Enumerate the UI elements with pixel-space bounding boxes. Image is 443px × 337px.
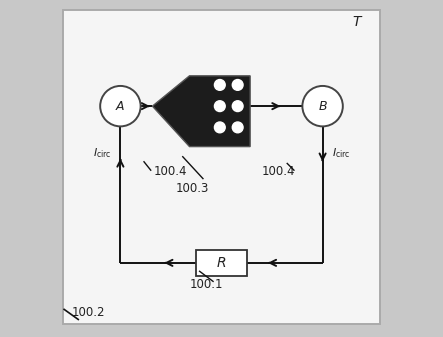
FancyBboxPatch shape (196, 250, 247, 276)
Text: 100.4: 100.4 (262, 165, 295, 178)
Text: R: R (217, 256, 226, 270)
Circle shape (100, 86, 140, 126)
Text: 100.3: 100.3 (176, 182, 210, 195)
Circle shape (214, 122, 225, 133)
Text: B: B (318, 100, 327, 113)
Text: $I_\mathrm{circ}$: $I_\mathrm{circ}$ (93, 147, 111, 160)
Circle shape (214, 80, 225, 90)
Circle shape (303, 86, 343, 126)
Text: 100.2: 100.2 (72, 306, 105, 319)
Text: 100.4: 100.4 (154, 165, 187, 178)
Polygon shape (152, 76, 250, 147)
Text: 100.1: 100.1 (190, 278, 223, 291)
FancyBboxPatch shape (63, 10, 380, 324)
Circle shape (232, 80, 243, 90)
Text: $I_\mathrm{circ}$: $I_\mathrm{circ}$ (332, 147, 350, 160)
Circle shape (214, 101, 225, 112)
Text: A: A (116, 100, 124, 113)
Text: T: T (352, 15, 361, 29)
Circle shape (232, 122, 243, 133)
Circle shape (232, 101, 243, 112)
